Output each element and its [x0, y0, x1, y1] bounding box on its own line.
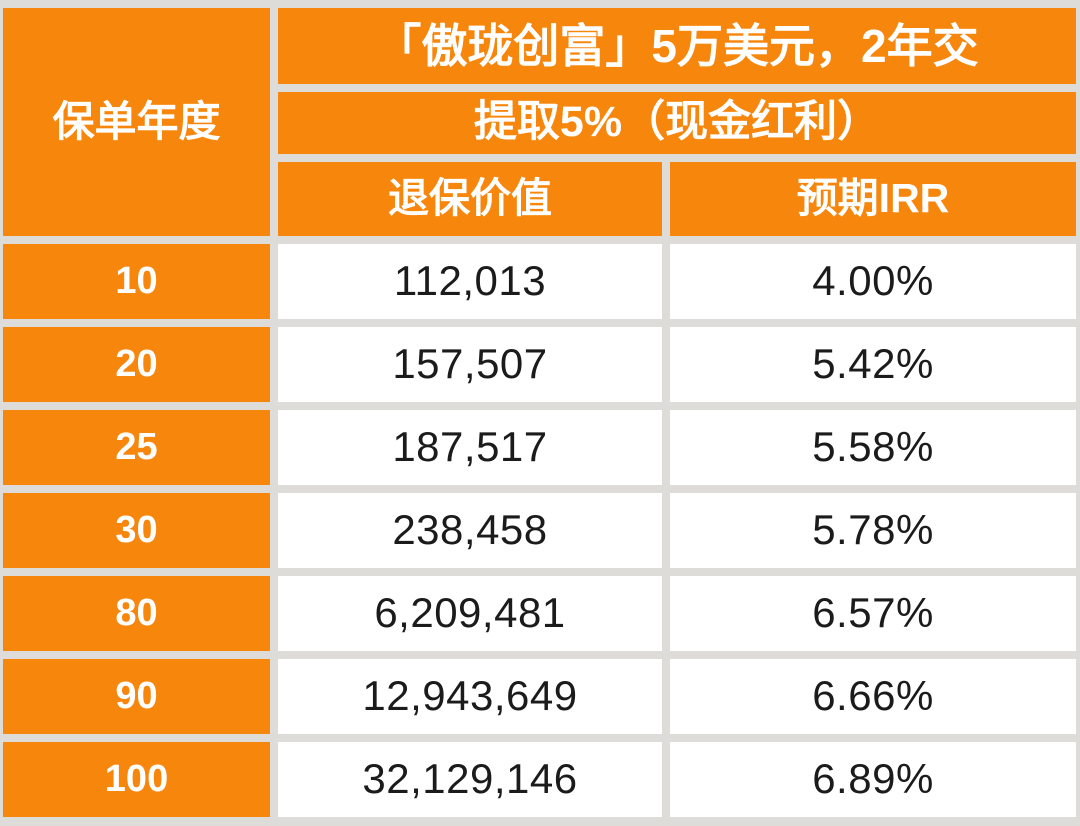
- row-expected-irr: 6.57%: [670, 576, 1076, 651]
- row-expected-irr: 5.58%: [670, 410, 1076, 485]
- row-surrender-value: 6,209,481: [278, 576, 662, 651]
- row-surrender-value: 187,517: [278, 410, 662, 485]
- row-expected-irr: 6.89%: [670, 742, 1076, 817]
- column-header-expected-irr: 预期IRR: [670, 162, 1076, 236]
- column-header-surrender-value: 退保价值: [278, 162, 662, 236]
- row-policy-year: 20: [3, 327, 270, 402]
- row-policy-year: 80: [3, 576, 270, 651]
- row-surrender-value: 12,943,649: [278, 659, 662, 734]
- row-expected-irr: 4.00%: [670, 244, 1076, 319]
- row-policy-year: 90: [3, 659, 270, 734]
- row-policy-year: 100: [3, 742, 270, 817]
- policy-table: 保单年度 「傲珑创富」5万美元，2年交 提取5%（现金红利） 退保价值 预期IR…: [3, 8, 1076, 820]
- row-policy-year: 30: [3, 493, 270, 568]
- row-expected-irr: 5.78%: [670, 493, 1076, 568]
- row-surrender-value: 238,458: [278, 493, 662, 568]
- row-policy-year: 10: [3, 244, 270, 319]
- row-surrender-value: 112,013: [278, 244, 662, 319]
- row-surrender-value: 157,507: [278, 327, 662, 402]
- table-title: 「傲珑创富」5万美元，2年交: [278, 8, 1076, 84]
- row-expected-irr: 6.66%: [670, 659, 1076, 734]
- row-surrender-value: 32,129,146: [278, 742, 662, 817]
- row-policy-year: 25: [3, 410, 270, 485]
- row-expected-irr: 5.42%: [670, 327, 1076, 402]
- table-subtitle: 提取5%（现金红利）: [278, 92, 1076, 154]
- corner-header-policy-year: 保单年度: [3, 8, 270, 236]
